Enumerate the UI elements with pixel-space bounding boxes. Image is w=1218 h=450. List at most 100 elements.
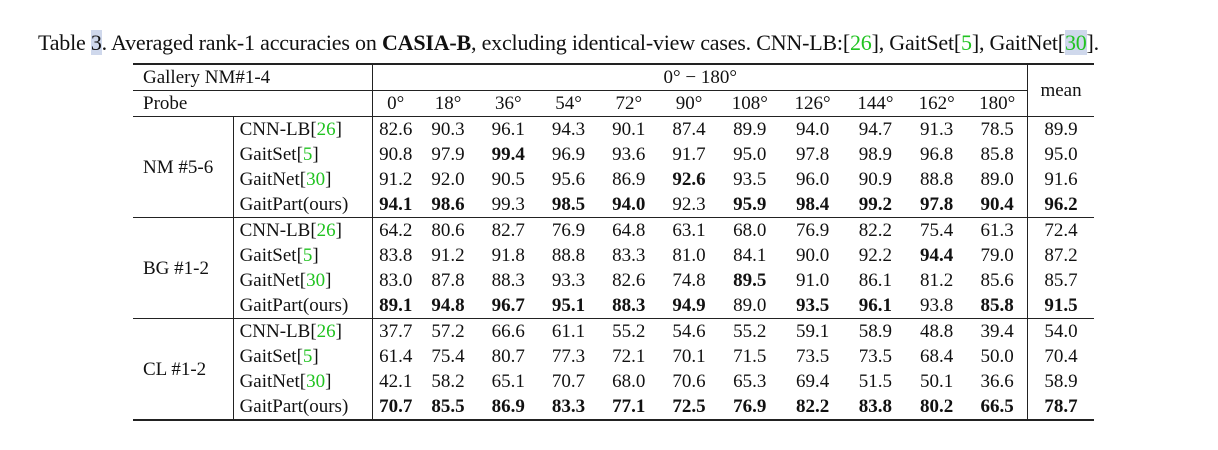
accuracy-cell: 90.3 [431,119,465,140]
mean-cell: 78.7 [1027,394,1094,420]
accuracy-cell: 82.2 [795,396,830,417]
citation-link[interactable]: 26 [316,321,336,342]
accuracy-cell: 61.1 [551,321,586,342]
accuracy-cell: 65.1 [491,371,525,392]
accuracy-cell: 98.5 [551,194,586,215]
method-label: GaitSet [239,245,297,266]
accuracy-cell: 75.4 [431,346,465,367]
accuracy-cell: 90.1 [612,119,646,140]
accuracy-cell: 80.6 [431,220,465,241]
angle-range-label: 0° − 180° [663,67,737,88]
accuracy-cell: 72.5 [672,396,706,417]
mean-cell: 72.4 [1027,217,1094,243]
citation-link[interactable]: 5 [302,245,313,266]
accuracy-cell: 87.8 [431,270,465,291]
table-row: BG #1-2 CNN-LB[26] 64.2 80.6 82.7 76.9 64.8 63.… [133,217,1094,319]
accuracy-cell: 50.1 [920,371,954,392]
citation-link[interactable]: 30 [306,169,326,190]
citation-link[interactable]: 30 [1064,30,1087,55]
header-row-probe: Probe 0° 18° 36° 54° 72° 90° 108° 126° 144° 162° 1… [133,90,1094,117]
accuracy-cell: 86.1 [858,270,892,291]
accuracy-cell: 85.8 [980,144,1014,165]
mean-cell: 85.7 [1027,268,1094,293]
accuracy-cell: 94.3 [551,119,586,140]
probe-group-label: NM #5-6 [133,116,234,218]
accuracy-cell: 64.2 [379,220,413,241]
accuracy-cell: 86.9 [491,396,525,417]
accuracy-cell: 88.8 [920,169,954,190]
accuracy-cell: 66.5 [980,396,1014,417]
citation-link[interactable]: 30 [306,371,326,392]
citation-link[interactable]: 26 [316,119,336,140]
citation-link[interactable]: 5 [961,30,972,55]
accuracy-cell: 65.3 [733,371,767,392]
mean-cell: 89.9 [1027,116,1094,142]
accuracy-cell: 81.0 [672,245,706,266]
angle-header: 72° [615,93,643,114]
citation-link[interactable]: 26 [316,220,336,241]
accuracy-cell: 78.5 [980,119,1014,140]
table-row: GaitSet[5] 83.8 91.2 91.8 88.8 83.3 81.0 84.1 90… [133,243,1094,268]
citation-link[interactable]: 30 [306,270,326,291]
accuracy-cell: 98.9 [858,144,892,165]
accuracy-cell: 95.9 [733,194,767,215]
method-name: GaitNet[30] [233,268,374,293]
accuracy-cell: 80.7 [491,346,525,367]
accuracy-cell: 74.8 [672,270,706,291]
accuracy-cell: 95.6 [551,169,586,190]
accuracy-cell: 71.5 [733,346,767,367]
accuracy-cell: 87.4 [672,119,706,140]
mean-cell: 87.2 [1027,243,1094,268]
accuracy-cell: 51.5 [858,371,892,392]
table-row: GaitNet[30] 91.2 92.0 90.5 95.6 86.9 92.6 93.5 9… [133,167,1094,192]
angle-header: 162° [918,93,955,114]
accuracy-cell: 90.4 [980,194,1014,215]
accuracy-cell: 68.0 [733,220,767,241]
accuracy-cell: 83.8 [379,245,413,266]
accuracy-cell: 93.5 [733,169,767,190]
accuracy-cell: 73.5 [858,346,892,367]
accuracy-cell: 98.4 [795,194,830,215]
accuracy-cell: 82.7 [491,220,525,241]
table-row: GaitPart(ours) 70.7 85.5 86.9 83.3 77.1 72.5 76… [133,394,1094,420]
accuracy-cell: 77.1 [612,396,646,417]
accuracy-cell: 48.8 [920,321,954,342]
caption-table-number[interactable]: 3 [90,30,102,55]
accuracy-cell: 82.6 [612,270,646,291]
accuracy-cell: 58.2 [431,371,465,392]
accuracy-cell: 57.2 [431,321,465,342]
table-row: GaitSet[5] 61.4 75.4 80.7 77.3 72.1 70.1 71.5 73… [133,344,1094,369]
accuracy-cell: 55.2 [612,321,646,342]
accuracy-cell: 81.2 [920,270,954,291]
accuracy-cell: 59.1 [795,321,830,342]
accuracy-cell: 83.3 [612,245,646,266]
method-label: GaitPart(ours) [239,295,349,316]
citation-link[interactable]: 5 [302,346,313,367]
accuracy-cell: 90.8 [379,144,413,165]
citation-link[interactable]: 26 [849,30,872,55]
accuracy-cell: 94.7 [858,119,892,140]
accuracy-cell: 94.0 [612,194,646,215]
mean-cell: 54.0 [1027,318,1094,344]
accuracy-cell: 61.3 [980,220,1014,241]
method-name: GaitPart(ours) [233,192,374,218]
table-row: GaitPart(ours) 94.1 98.6 99.3 98.5 94.0 92.3 95… [133,192,1094,218]
method-name: GaitPart(ours) [233,394,374,420]
accuracy-cell: 93.5 [795,295,830,316]
accuracy-cell: 96.7 [491,295,525,316]
citation-link[interactable]: 5 [302,144,313,165]
accuracy-cell: 85.6 [980,270,1014,291]
accuracy-cell: 70.7 [551,371,586,392]
accuracy-cell: 83.3 [551,396,586,417]
mean-cell: 95.0 [1027,142,1094,167]
mean-cell: 96.2 [1027,192,1094,218]
accuracy-cell: 96.1 [491,119,525,140]
angle-header: 108° [731,93,768,114]
accuracy-cell: 99.4 [491,144,525,165]
method-label: CNN-LB [239,321,311,342]
method-name: GaitNet[30] [233,369,374,394]
accuracy-cell: 76.9 [795,220,830,241]
table-row: CL #1-2 CNN-LB[26] 37.7 57.2 66.6 61.1 55.2 54.… [133,318,1094,420]
accuracy-cell: 94.0 [795,119,830,140]
accuracy-cell: 83.0 [379,270,413,291]
